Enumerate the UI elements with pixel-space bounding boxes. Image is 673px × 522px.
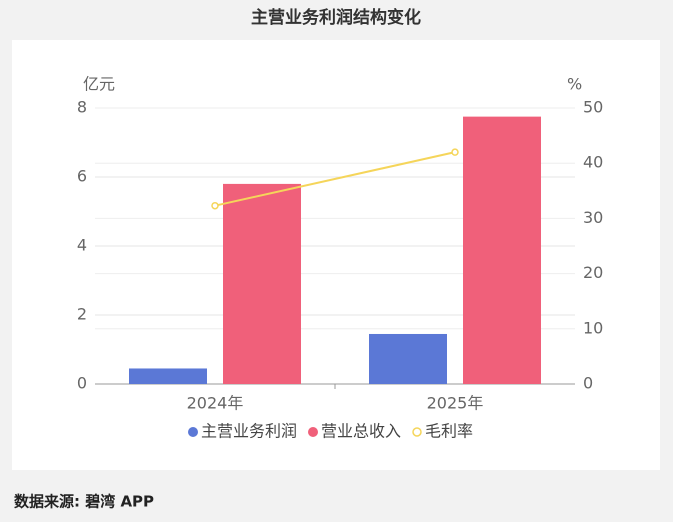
point — [211, 201, 219, 210]
chart-title: 主营业务利润结构变化 — [251, 7, 421, 28]
legend-label: 营业总收入 — [321, 422, 401, 441]
y-tick-label: 0 — [77, 374, 87, 393]
y2-tick-label: 0 — [583, 374, 593, 393]
legend-label: 主营业务利润 — [201, 422, 297, 441]
y-axis-label: 亿元 — [83, 75, 115, 94]
legend-icon — [188, 427, 198, 437]
point — [451, 148, 459, 156]
y2-tick-label: 20 — [583, 263, 603, 282]
panel — [12, 40, 660, 470]
y2-axis-label: % — [567, 75, 582, 94]
legend-label: 毛利率 — [425, 422, 473, 441]
y2-tick-label: 40 — [583, 153, 603, 172]
bar — [223, 183, 301, 384]
y-tick-label: 2 — [77, 305, 87, 324]
x-tick-label: 2025年 — [427, 394, 484, 413]
x-tick-label: 2024年 — [187, 394, 244, 413]
y-tick-label: 4 — [77, 236, 87, 255]
bar — [129, 368, 207, 384]
line — [214, 151, 456, 207]
bar — [369, 333, 447, 384]
y2-tick-label: 10 — [583, 318, 603, 337]
y-tick-label: 6 — [77, 167, 87, 186]
source: 数据来源: 碧湾 APP — [14, 493, 154, 511]
y2-tick-label: 50 — [583, 98, 603, 117]
y2-tick-label: 30 — [583, 208, 603, 227]
legend-icon — [412, 427, 422, 437]
y-tick-label: 8 — [77, 98, 87, 117]
legend-icon — [308, 427, 318, 437]
bar — [463, 116, 541, 384]
